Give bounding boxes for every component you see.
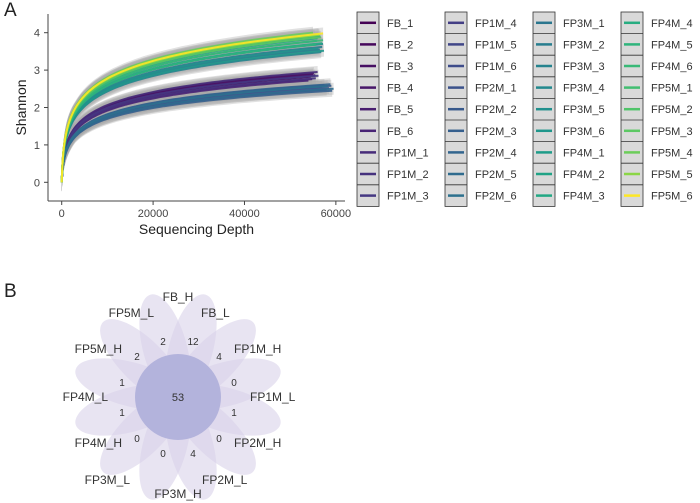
legend-label: FP3M_4 [563, 83, 605, 95]
legend-label: FP4M_2 [563, 169, 605, 181]
legend-label: FP4M_6 [651, 61, 693, 73]
petal-count: 1 [231, 408, 237, 419]
legend-label: FP5M_3 [651, 126, 693, 138]
legend-label: FP2M_1 [475, 83, 517, 95]
petal-count: 1 [119, 378, 125, 389]
series-line-FP1M_3 [60, 74, 319, 183]
legend-label: FP3M_5 [563, 104, 605, 116]
venn-core-count: 53 [172, 392, 184, 404]
y-tick-label: 4 [34, 28, 40, 40]
petal-count: 0 [231, 378, 237, 389]
petal-label: FP4M_L [63, 390, 109, 404]
legend-label: FP2M_6 [475, 191, 517, 203]
legend-label: FP4M_4 [651, 18, 693, 30]
legend-label: FP1M_2 [387, 169, 429, 181]
legend-label: FP4M_1 [563, 147, 605, 159]
ci-band-FP2M_4 [61, 78, 331, 192]
venn-core [135, 354, 221, 440]
legend-label: FP2M_3 [475, 126, 517, 138]
x-tick-label: 20000 [138, 208, 169, 220]
legend-label: FP1M_1 [387, 147, 429, 159]
series-line-FP5M_6 [60, 32, 324, 183]
petal-count: 2 [160, 337, 166, 348]
legend-label: FB_4 [387, 83, 413, 95]
petal-label: FP3M_H [154, 487, 201, 501]
legend-label: FB_6 [387, 126, 413, 138]
y-tick-label: 2 [34, 103, 40, 115]
petal-label: FB_L [201, 306, 230, 320]
y-tick-label: 0 [34, 177, 40, 189]
panel-label-a: A [4, 0, 17, 21]
legend-label: FP1M_3 [387, 191, 429, 203]
petal-count: 0 [216, 434, 222, 445]
y-tick-label: 1 [34, 140, 40, 152]
petal-count: 0 [160, 449, 166, 460]
petal-count: 1 [119, 408, 125, 419]
legend-label: FP5M_2 [651, 104, 693, 116]
petal-count: 2 [134, 352, 140, 363]
legend-label: FB_2 [387, 39, 413, 51]
legend-label: FP3M_2 [563, 39, 605, 51]
petal-label: FP2M_H [234, 436, 281, 450]
y-tick-label: 3 [34, 65, 40, 77]
legend-label: FP2M_5 [475, 169, 517, 181]
petal-count: 4 [190, 449, 196, 460]
petal-label: FP5M_H [75, 342, 122, 356]
x-tick-label: 0 [59, 208, 65, 220]
petal-label: FP1M_L [250, 390, 296, 404]
legend-label: FB_3 [387, 61, 413, 73]
legend-label: FP5M_6 [651, 191, 693, 203]
legend-label: FP5M_1 [651, 83, 693, 95]
petal-count: 4 [216, 352, 222, 363]
petal-label: FP2M_L [202, 473, 248, 487]
legend-label: FP2M_2 [475, 104, 517, 116]
series-line-FP2M_6 [60, 85, 328, 183]
legend-label: FP4M_3 [563, 191, 605, 203]
legend-label: FP1M_6 [475, 61, 517, 73]
panel-label-b: B [4, 281, 17, 302]
petal-label: FB_H [163, 290, 194, 304]
legend-label: FP5M_4 [651, 147, 693, 159]
legend-label: FP3M_1 [563, 18, 605, 30]
legend-label: FB_1 [387, 18, 413, 30]
legend-label: FP1M_5 [475, 39, 517, 51]
petal-count: 0 [134, 434, 140, 445]
petal-label: FP3M_L [85, 473, 131, 487]
ci-band-FP1M_1 [61, 66, 318, 192]
legend-label: FP3M_6 [563, 126, 605, 138]
petal-label: FP4M_H [75, 436, 122, 450]
x-tick-label: 40000 [229, 208, 260, 220]
legend-label: FB_5 [387, 104, 413, 116]
legend-label: FP3M_3 [563, 61, 605, 73]
x-axis-label: Sequencing Depth [139, 221, 254, 237]
y-axis-label: Shannon [13, 79, 29, 135]
petal-label: FP5M_L [109, 306, 155, 320]
petal-label: FP1M_H [234, 342, 281, 356]
legend-label: FP5M_5 [651, 169, 693, 181]
legend-label: FP4M_5 [651, 39, 693, 51]
petal-count: 12 [187, 337, 199, 348]
x-tick-label: 60000 [321, 208, 352, 220]
legend-label: FP1M_4 [475, 18, 517, 30]
legend-label: FP2M_4 [475, 147, 517, 159]
